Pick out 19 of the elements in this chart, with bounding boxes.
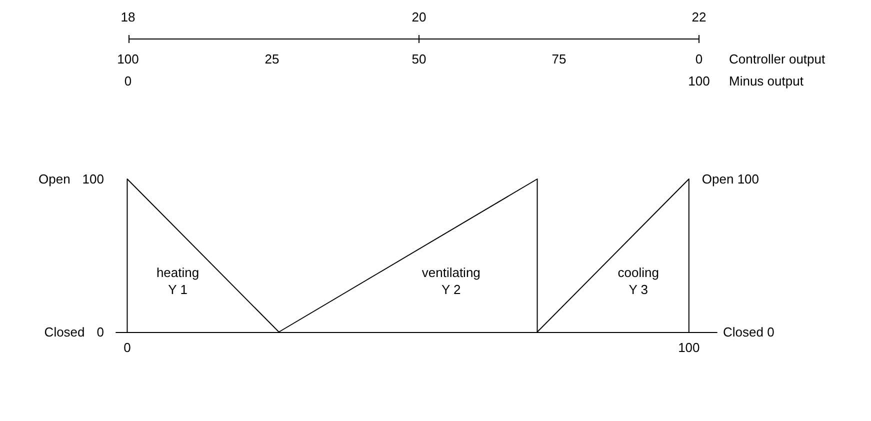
text: Closed — [44, 324, 85, 340]
series-label: heating Y 1 — [156, 265, 200, 297]
text: 18 — [120, 10, 136, 24]
text: Closed 0 — [723, 324, 774, 340]
text: Minus output — [729, 74, 804, 88]
text: 25 — [264, 52, 280, 66]
series-label: ventilating Y 2 — [422, 265, 480, 297]
text: 0 — [124, 74, 132, 88]
text: 0 — [695, 52, 703, 66]
text: Controller output — [729, 52, 826, 66]
text: 22 — [692, 10, 706, 24]
text: 20 — [412, 10, 426, 24]
series-label: cooling Y 3 — [618, 265, 659, 297]
text: 100 — [117, 52, 139, 66]
text: 75 — [552, 52, 566, 66]
text: 50 — [412, 52, 426, 66]
annotation: Open 100 — [702, 172, 760, 186]
text: Open — [38, 172, 70, 186]
text: 100 — [688, 74, 710, 88]
